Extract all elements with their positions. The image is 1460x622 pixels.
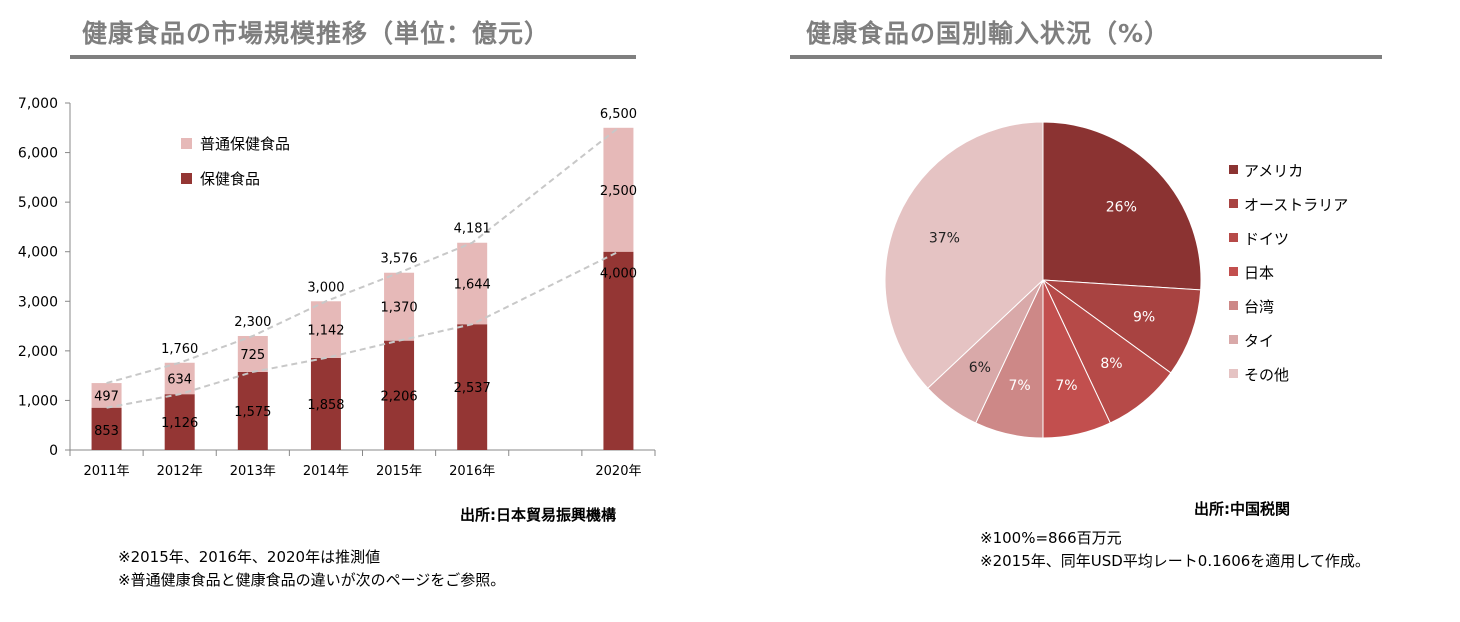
left-title-rule bbox=[70, 55, 636, 59]
legend-label: オーストラリア bbox=[1244, 196, 1348, 214]
hokenshokuhin-trend-line bbox=[106, 250, 619, 409]
legend-label: ドイツ bbox=[1244, 230, 1289, 248]
legend-swatch-hokenshokuhin bbox=[181, 173, 192, 184]
y-tick-label: 2,000 bbox=[18, 344, 58, 360]
bar-hokenshokuhin bbox=[457, 324, 488, 450]
total-trend-line bbox=[106, 126, 620, 385]
pie-value-label: 6% bbox=[969, 360, 991, 376]
y-tick-label: 3,000 bbox=[18, 294, 58, 310]
bar-futsuu-hokenshokuhin bbox=[310, 301, 341, 358]
left-note-2: ※普通健康食品と健康食品の違いが次のページをご参照。 bbox=[118, 571, 506, 589]
legend-label: 日本 bbox=[1244, 264, 1274, 282]
bar-hokenshokuhin bbox=[310, 357, 341, 450]
pie-value-label: 37% bbox=[929, 230, 960, 246]
bar-chart: 0 1,000 2,000 3,000 4,000 5,000 6,000 7,000 2011… bbox=[18, 96, 656, 479]
right-source: 出所:中国税関 bbox=[1194, 500, 1290, 518]
right-note-2: ※2015年、同年USD平均レート0.1606を適用して作成。 bbox=[980, 552, 1370, 570]
bar-hokenshokuhin bbox=[603, 251, 634, 450]
pie-value-label: 9% bbox=[1133, 309, 1155, 325]
data-label-futsuu-hokenshokuhin: 725 bbox=[240, 348, 265, 363]
data-label-hokenshokuhin: 1,858 bbox=[307, 398, 344, 413]
left-source: 出所:日本貿易振興機構 bbox=[460, 506, 616, 524]
right-note-1: ※100%=866百万元 bbox=[980, 529, 1122, 547]
pie-slice bbox=[1041, 279, 1202, 374]
bar-futsuu-hokenshokuhin bbox=[164, 362, 195, 395]
legend-swatch bbox=[1229, 335, 1238, 344]
y-tick-label: 6,000 bbox=[18, 146, 58, 162]
legend-swatch bbox=[1229, 199, 1238, 208]
bar-futsuu-hokenshokuhin bbox=[457, 242, 488, 325]
data-label-futsuu-hokenshokuhin: 634 bbox=[167, 372, 192, 387]
legend-swatch-futsuu-hokenshokuhin bbox=[181, 138, 192, 149]
data-label-total: 2,300 bbox=[234, 315, 271, 330]
data-label-futsuu-hokenshokuhin: 1,644 bbox=[454, 277, 491, 292]
legend-label-futsuu-hokenshokuhin: 普通保健食品 bbox=[200, 135, 290, 153]
legend-swatch bbox=[1229, 233, 1238, 242]
data-label-hokenshokuhin: 853 bbox=[94, 424, 119, 439]
x-tick-label: 2015年 bbox=[376, 464, 422, 479]
legend-swatch bbox=[1229, 369, 1238, 378]
bar-futsuu-hokenshokuhin bbox=[384, 272, 415, 341]
x-tick-label: 2014年 bbox=[303, 464, 349, 479]
pie-value-label: 8% bbox=[1100, 356, 1122, 372]
left-chart-title: 健康食品の市場規模推移（単位：億元） bbox=[82, 19, 551, 48]
data-label-total: 3,576 bbox=[380, 252, 417, 267]
y-tick-label: 0 bbox=[49, 443, 58, 459]
legend-label: アメリカ bbox=[1244, 162, 1303, 180]
x-tick-label: 2012年 bbox=[157, 464, 203, 479]
data-label-futsuu-hokenshokuhin: 1,370 bbox=[380, 301, 417, 316]
legend-swatch bbox=[1229, 267, 1238, 276]
x-tick-label: 2020年 bbox=[595, 464, 641, 479]
data-label-futsuu-hokenshokuhin: 2,500 bbox=[600, 184, 637, 199]
left-note-1: ※2015年、2016年、2020年は推測値 bbox=[118, 548, 381, 566]
data-label-hokenshokuhin: 2,206 bbox=[380, 389, 417, 404]
bar-hokenshokuhin bbox=[91, 407, 122, 450]
bar-hokenshokuhin bbox=[164, 394, 195, 450]
legend-swatch bbox=[1229, 165, 1238, 174]
x-tick-label: 2013年 bbox=[230, 464, 276, 479]
pie-value-label: 26% bbox=[1106, 199, 1137, 215]
legend-label-hokenshokuhin: 保健食品 bbox=[200, 170, 260, 188]
x-tick-label: 2016年 bbox=[449, 464, 495, 479]
data-label-futsuu-hokenshokuhin: 497 bbox=[94, 389, 119, 404]
data-label-hokenshokuhin: 1,126 bbox=[161, 416, 198, 431]
bar-hokenshokuhin bbox=[384, 340, 415, 450]
right-chart-title: 健康食品の国別輸入状況（%） bbox=[806, 19, 1171, 48]
data-label-hokenshokuhin: 4,000 bbox=[600, 267, 637, 282]
data-label-total: 4,181 bbox=[454, 222, 491, 237]
pie-value-label: 7% bbox=[1055, 378, 1077, 394]
data-label-hokenshokuhin: 2,537 bbox=[454, 381, 491, 396]
y-tick-label: 1,000 bbox=[18, 393, 58, 409]
data-label-total: 3,000 bbox=[307, 280, 344, 295]
legend-swatch bbox=[1229, 301, 1238, 310]
y-tick-label: 7,000 bbox=[18, 96, 58, 112]
legend-label: その他 bbox=[1244, 366, 1289, 384]
legend-label: タイ bbox=[1244, 332, 1274, 350]
legend-label: 台湾 bbox=[1244, 298, 1274, 316]
pie-slice bbox=[1042, 121, 1202, 291]
y-tick-label: 4,000 bbox=[18, 245, 58, 261]
bar-futsuu-hokenshokuhin bbox=[603, 127, 634, 252]
data-label-futsuu-hokenshokuhin: 1,142 bbox=[307, 324, 344, 339]
bar-futsuu-hokenshokuhin bbox=[237, 335, 268, 372]
data-label-total: 6,500 bbox=[600, 107, 637, 122]
right-title-rule bbox=[790, 55, 1382, 59]
pie-value-label: 7% bbox=[1008, 378, 1030, 394]
bar-hokenshokuhin bbox=[237, 371, 268, 450]
pie-slice bbox=[884, 121, 1044, 389]
y-tick-label: 5,000 bbox=[18, 195, 58, 211]
data-label-total: 1,760 bbox=[161, 342, 198, 357]
x-tick-label: 2011年 bbox=[84, 464, 130, 479]
data-label-hokenshokuhin: 1,575 bbox=[234, 405, 271, 420]
bar-futsuu-hokenshokuhin bbox=[91, 383, 122, 408]
